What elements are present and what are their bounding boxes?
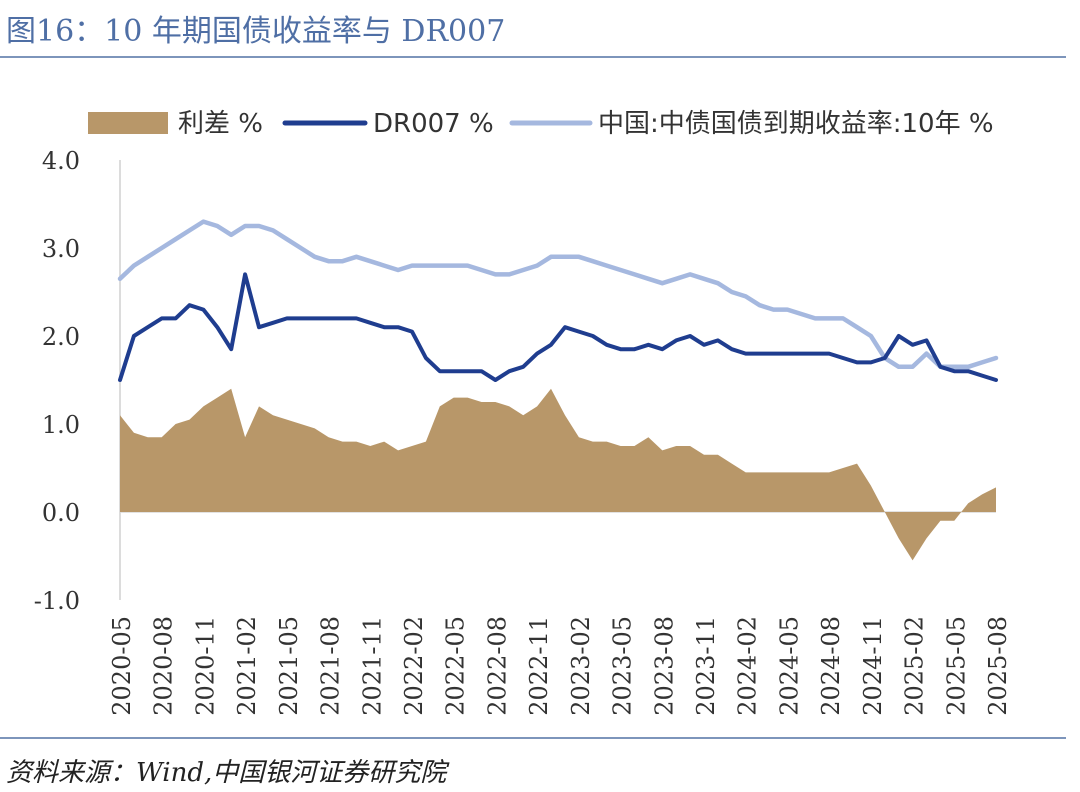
x-tick-label: 2022-05 [442, 616, 470, 716]
x-tick-label: 2021-05 [275, 616, 303, 716]
y-tick-label: -1.0 [34, 587, 80, 615]
legend-swatch-spread [88, 112, 168, 134]
chart: 利差 % DR007 % 中国:中债国债到期收益率:10年 % 4.0 3.0 2.0 1… [34, 109, 1012, 716]
x-tick-label: 2023-02 [567, 616, 595, 716]
y-tick-label: 4.0 [42, 147, 80, 175]
x-tick-label: 2020-08 [150, 616, 178, 716]
y-tick-label: 1.0 [42, 411, 80, 439]
x-tick-label: 2021-02 [233, 616, 261, 716]
x-tick-label: 2023-11 [692, 616, 720, 716]
x-tick-label: 2023-08 [650, 616, 678, 716]
spread-area [120, 388, 996, 561]
source-rule [0, 737, 1066, 739]
x-tick-label: 2021-11 [358, 616, 386, 716]
dr007-line [118, 272, 998, 382]
x-tick-label: 2025-02 [901, 616, 929, 716]
x-tick-label: 2024-02 [734, 616, 762, 716]
source-note: 资料来源：Wind,中国银河证券研究院 [6, 758, 447, 788]
legend-label-dr007: DR007 % [373, 109, 494, 139]
x-tick-label: 2021-08 [317, 616, 345, 716]
x-tick-label: 2023-05 [609, 616, 637, 716]
y-tick-label: 2.0 [42, 323, 80, 351]
x-tick-label: 2022-11 [525, 616, 553, 716]
x-tick-label: 2020-11 [191, 616, 219, 716]
y-tick-label: 0.0 [42, 499, 80, 527]
title-rule [0, 56, 1066, 58]
y-tick-label: 3.0 [42, 235, 80, 263]
x-tick-label: 2024-08 [817, 616, 845, 716]
x-tick-label: 2024-05 [775, 616, 803, 716]
legend: 利差 % DR007 % 中国:中债国债到期收益率:10年 % [88, 109, 994, 139]
x-tick-label: 2022-02 [400, 616, 428, 716]
figure-title: 图16：10 年期国债收益率与 DR007 [6, 14, 506, 49]
x-tick-label: 2025-08 [984, 616, 1012, 716]
axes: 4.0 3.0 2.0 1.0 0.0 -1.0 2020-05 2020-08 2020-11… [34, 147, 1012, 716]
x-tick-label: 2022-08 [483, 616, 511, 716]
cgb10y-line [117, 219, 999, 370]
legend-label-spread: 利差 % [178, 109, 263, 139]
x-tick-label: 2025-05 [942, 616, 970, 716]
legend-label-cgb10y: 中国:中债国债到期收益率:10年 % [598, 109, 994, 139]
plot-area [117, 219, 999, 561]
x-tick-label: 2020-05 [108, 616, 136, 716]
x-tick-label: 2024-11 [859, 616, 887, 716]
